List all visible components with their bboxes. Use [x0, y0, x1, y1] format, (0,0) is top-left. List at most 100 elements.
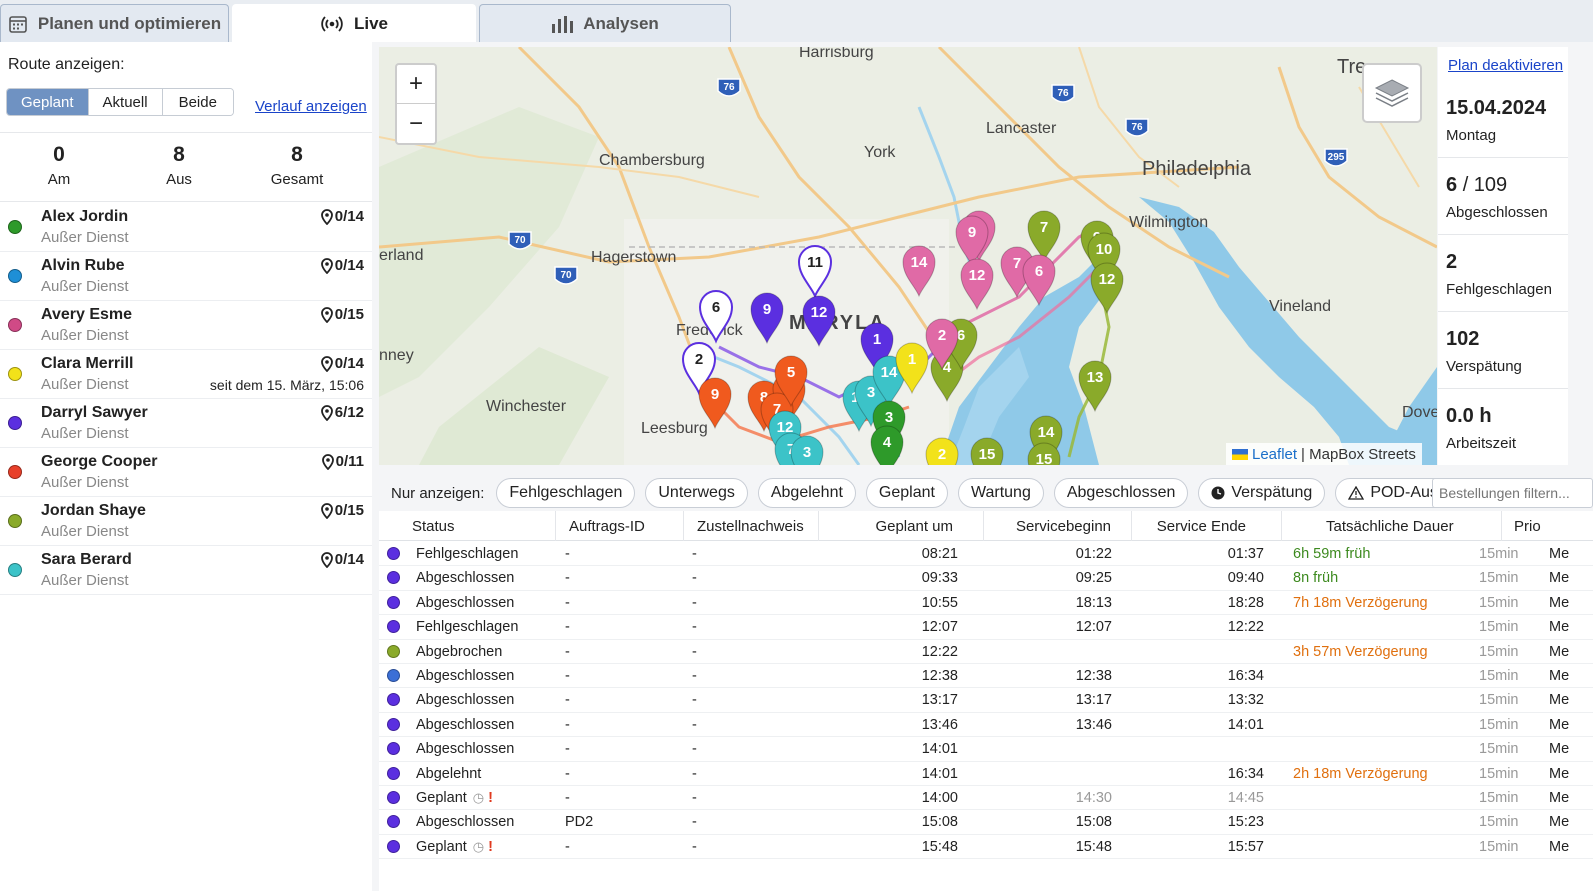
- clock-outline-icon: ◷: [472, 838, 485, 854]
- driver-row[interactable]: George Cooper Außer Dienst 0/11: [0, 448, 372, 497]
- col-service-start[interactable]: Servicebeginn: [984, 511, 1132, 541]
- leaflet-link[interactable]: Leaflet: [1252, 445, 1298, 463]
- stop-marker[interactable]: 3: [872, 400, 906, 453]
- history-link[interactable]: Verlauf anzeigen: [255, 98, 367, 115]
- map-canvas[interactable]: Harrisburg Lancaster York Chambersburg Phila…: [379, 47, 1437, 465]
- driver-status: Außer Dienst: [41, 376, 129, 393]
- chip-wartung[interactable]: Wartung: [957, 478, 1044, 508]
- driver-row[interactable]: Clara Merrill Außer Dienst 0/14 seit dem 15…: [0, 350, 372, 399]
- table-row[interactable]: Abgeschlossen - - 13:46 13:46 14:01 15min Me: [379, 713, 1593, 738]
- layers-button[interactable]: [1362, 63, 1422, 123]
- driver-row[interactable]: Darryl Sawyer Außer Dienst 6/12: [0, 399, 372, 448]
- stop-marker[interactable]: 9: [955, 215, 989, 268]
- chip-geplant[interactable]: Geplant: [865, 478, 948, 508]
- col-actual-duration[interactable]: Tatsächliche Dauer: [1282, 511, 1502, 541]
- col-status[interactable]: Status: [379, 511, 556, 541]
- table-row[interactable]: Fehlgeschlagen - - 08:21 01:22 01:37 6h 59m fr…: [379, 542, 1593, 567]
- stop-marker[interactable]: 14: [872, 355, 906, 408]
- col-planned[interactable]: Geplant um: [819, 511, 984, 541]
- cell-pod: -: [692, 570, 697, 587]
- chip-abgeschlossen[interactable]: Abgeschlossen: [1053, 478, 1189, 508]
- zoom-in-button[interactable]: +: [397, 65, 435, 104]
- cell-duration: 15min: [1479, 594, 1519, 611]
- chip-label: Abgeschlossen: [1066, 484, 1176, 501]
- stop-marker[interactable]: 12: [802, 295, 836, 348]
- table-row[interactable]: Abgeschlossen - - 09:33 09:25 09:40 8n früh 15m…: [379, 566, 1593, 591]
- segment-geplant[interactable]: Geplant: [7, 89, 89, 115]
- stop-marker[interactable]: 15: [970, 437, 1004, 465]
- stop-marker[interactable]: 6: [1022, 254, 1056, 307]
- stop-marker[interactable]: 6: [698, 290, 734, 344]
- chip-unterwegs[interactable]: Unterwegs: [645, 478, 748, 508]
- cell-service-start: 18:13: [1075, 594, 1112, 611]
- stop-marker[interactable]: 5: [774, 355, 808, 408]
- stop-marker[interactable]: 9: [750, 292, 784, 345]
- deactivate-plan-link[interactable]: Plan deaktivieren: [1448, 57, 1564, 74]
- tab-live[interactable]: Live: [232, 4, 476, 42]
- stop-marker[interactable]: 1: [895, 342, 929, 395]
- status-dot: [387, 620, 400, 634]
- col-service-end[interactable]: Service Ende: [1132, 511, 1282, 541]
- chip-fehlgeschlagen[interactable]: Fehlgeschlagen: [496, 478, 636, 508]
- stop-marker[interactable]: 13: [1078, 360, 1112, 413]
- stop-marker[interactable]: 4: [870, 425, 904, 465]
- col-pod[interactable]: Zustellnachweis: [684, 511, 819, 541]
- route-map[interactable]: Harrisburg Lancaster York Chambersburg Phila…: [379, 47, 1437, 465]
- stop-marker[interactable]: 9: [698, 377, 732, 430]
- table-row[interactable]: Geplant ◷! - - 15:48 15:48 15:57 15min Me: [379, 835, 1593, 860]
- segment-beide[interactable]: Beide: [162, 89, 233, 115]
- driver-name: George Cooper: [41, 453, 158, 470]
- table-row[interactable]: Geplant ◷! - - 14:00 14:30 14:45 15min Me: [379, 786, 1593, 811]
- tab-plan-optimize[interactable]: Planen und optimieren: [0, 4, 229, 42]
- map-attribution: Leaflet | MapBox Streets: [1226, 443, 1422, 465]
- stop-marker[interactable]: 10: [1087, 232, 1121, 285]
- table-row[interactable]: Abgeschlossen - - 12:38 12:38 16:34 15min Me: [379, 664, 1593, 689]
- table-row[interactable]: Abgelehnt - - 14:01 16:34 2h 18m Verzögerung 1…: [379, 762, 1593, 786]
- place-label: Philadelphia: [1142, 158, 1252, 180]
- driver-row[interactable]: Jordan Shaye Außer Dienst 0/15: [0, 497, 372, 546]
- driver-name: Alvin Rube: [41, 257, 125, 274]
- map-markers[interactable]: 6211912198675113141273123446791012131415…: [681, 210, 1124, 465]
- stop-marker[interactable]: 7: [1027, 210, 1061, 263]
- driver-row[interactable]: Alex Jordin Außer Dienst 0/14: [0, 203, 372, 252]
- driver-row[interactable]: Avery Esme Außer Dienst 0/15: [0, 301, 372, 350]
- cell-duration: 15min: [1479, 765, 1519, 782]
- cell-service-start: [984, 737, 1112, 761]
- shield-number: 295: [1328, 152, 1345, 163]
- table-row[interactable]: Abgebrochen - - 12:22 3h 57m Verzögerung 15mi…: [379, 640, 1593, 664]
- driver-status: Außer Dienst: [41, 229, 129, 246]
- stop-marker[interactable]: 2: [925, 318, 959, 371]
- col-priority[interactable]: Prio: [1514, 517, 1541, 535]
- stop-marker[interactable]: 1: [860, 322, 894, 375]
- table-row[interactable]: Abgeschlossen - - 14:01 15min Me: [379, 737, 1593, 762]
- stop-marker[interactable]: 2: [681, 342, 717, 396]
- svg-text:3: 3: [867, 384, 875, 401]
- segment-aktuell[interactable]: Aktuell: [88, 89, 163, 115]
- cell-status: Geplant ◷!: [416, 835, 493, 859]
- table-row[interactable]: Fehlgeschlagen - - 12:07 12:07 12:22 15min Me: [379, 615, 1593, 640]
- order-filter-input[interactable]: [1432, 478, 1593, 508]
- stop-marker[interactable]: 15: [1027, 442, 1061, 465]
- svg-text:2: 2: [938, 327, 946, 344]
- driver-note: seit dem 15. März, 15:06: [209, 377, 364, 393]
- chip-verspaetung[interactable]: Verspätung: [1198, 478, 1326, 508]
- stop-marker[interactable]: 14: [902, 245, 936, 298]
- stop-marker[interactable]: 3: [790, 435, 824, 465]
- driver-row[interactable]: Alvin Rube Außer Dienst 0/14: [0, 252, 372, 301]
- col-order-id[interactable]: Auftrags-ID: [556, 511, 684, 541]
- table-row[interactable]: Abgeschlossen - - 13:17 13:17 13:32 15min Me: [379, 688, 1593, 713]
- weekday-label: Montag: [1446, 127, 1497, 144]
- stop-marker[interactable]: 12: [960, 258, 994, 311]
- clock-outline-icon: ◷: [472, 790, 485, 805]
- stop-marker[interactable]: 12: [1090, 262, 1124, 315]
- table-row[interactable]: Abgeschlossen PD2 - 15:08 15:08 15:23 15min Me: [379, 810, 1593, 835]
- cell-service-end: 15:23: [1227, 814, 1264, 831]
- table-row[interactable]: Abgeschlossen - - 10:55 18:13 18:28 7h 18m Ver…: [379, 591, 1593, 616]
- zoom-out-button[interactable]: −: [408, 109, 423, 137]
- tab-analysen[interactable]: Analysen: [479, 4, 731, 42]
- stop-marker[interactable]: 11: [797, 245, 833, 299]
- driver-row[interactable]: Sara Berard Außer Dienst 0/14: [0, 546, 372, 595]
- stop-marker[interactable]: 2: [925, 437, 959, 465]
- chip-abgelehnt[interactable]: Abgelehnt: [757, 478, 856, 508]
